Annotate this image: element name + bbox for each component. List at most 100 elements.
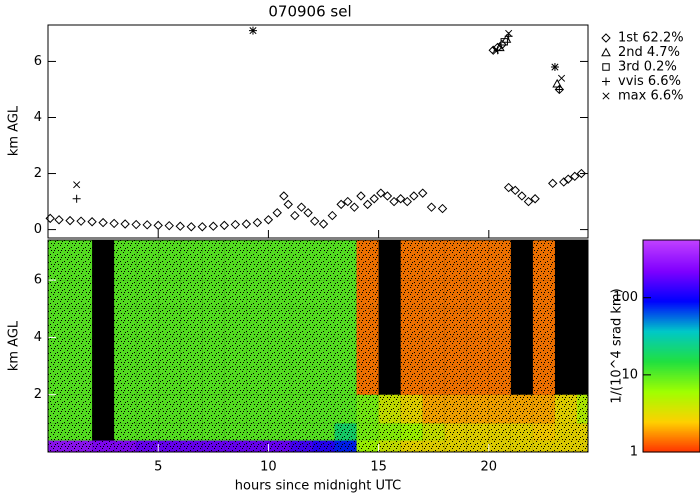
marker [327,210,338,221]
colorbar-slice [643,366,700,369]
marker [109,218,119,229]
legend-label: 1st 62.2% [618,31,684,46]
colorbar-slice [643,416,700,419]
colorbar-slice [643,326,700,329]
colorbar-slice [643,268,700,271]
colorbar-tick-label: 10 [621,367,638,382]
colorbar-slice [643,402,700,405]
colorbar-slice [643,446,700,449]
marker [252,217,263,228]
colorbar-slice [643,332,700,335]
marker [263,215,274,225]
marker [557,74,566,82]
colorbar-slice [643,346,700,349]
colorbar-slice [643,372,700,375]
colorbar-slice [643,306,700,309]
marker [142,220,152,230]
colorbar-slice [643,334,700,337]
colorbar-slice [643,362,700,365]
colorbar-slice [643,396,700,399]
marker [186,222,196,232]
colorbar-slice [643,428,700,431]
marker [283,199,293,210]
colorbar-slice [643,360,700,363]
colorbar-slice [643,246,700,249]
colorbar-slice [643,358,700,361]
marker [164,220,174,231]
colorbar-slice [643,406,700,409]
colorbar-slice [643,436,700,439]
marker [563,174,573,184]
y-tick-label: 4 [34,110,42,125]
colorbar-slice [643,448,700,451]
marker [279,191,289,201]
legend-label: 2nd 4.7% [618,45,680,60]
marker [548,178,558,189]
marker [219,220,230,231]
y-tick-label: 4 [34,330,42,345]
colorbar-slice [643,288,700,291]
y-tick-label: 0 [34,222,42,237]
plot-frame [47,239,589,453]
colorbar-slice [643,314,700,317]
colorbar-slice [643,320,700,323]
colorbar-slice [643,374,700,377]
marker [208,221,219,231]
colorbar-slice [643,438,700,441]
colorbar-slice [643,276,700,279]
colorbar-slice [643,434,700,437]
marker [309,216,320,226]
colorbar-slice [643,280,700,283]
marker [551,63,559,71]
colorbar-slice [643,294,700,297]
colorbar-slice [643,354,700,357]
legend-symbol [602,77,610,86]
marker [382,191,393,201]
marker [576,168,587,179]
colorbar-slice [643,302,700,305]
colorbar-slice [643,394,700,397]
colorbar-slice [643,378,700,381]
colorbar-slice [643,266,700,269]
marker [389,196,399,207]
x-tick-label: 20 [481,460,498,475]
marker [523,196,534,207]
marker [349,202,360,212]
marker [395,194,406,204]
marker [45,213,55,224]
marker [230,219,241,230]
colorbar-slice [643,300,700,303]
colorbar-slice [643,440,700,443]
legend-symbol [601,33,611,43]
legend-label: 3rd 0.2% [618,60,677,75]
y-axis-label: km AGL [7,320,22,371]
marker [555,85,564,94]
legend-symbol [601,47,611,57]
colorbar-slice [643,390,700,393]
marker [197,222,207,232]
colorbar-slice [643,418,700,421]
marker [272,208,282,218]
colorbar-slice [643,242,700,245]
colorbar-slice [643,278,700,281]
colorbar-slice [643,344,700,347]
colorbar-slice [643,424,700,427]
legend-symbol [602,92,610,100]
marker [241,219,252,229]
legend-label: vvis 6.6% [618,74,681,89]
colorbar-slice [643,272,700,275]
colorbar-slice [643,328,700,331]
marker [76,216,86,226]
colorbar-slice [643,442,700,445]
marker [249,27,257,35]
colorbar-slice [643,392,700,395]
marker [552,78,562,88]
colorbar-slice [643,376,700,379]
marker [318,219,329,229]
marker [175,221,185,231]
y-tick-label: 2 [34,166,42,181]
marker [500,38,508,46]
y-axis-label: km AGL [7,105,22,156]
colorbar-slice [643,338,700,341]
marker [303,208,313,218]
